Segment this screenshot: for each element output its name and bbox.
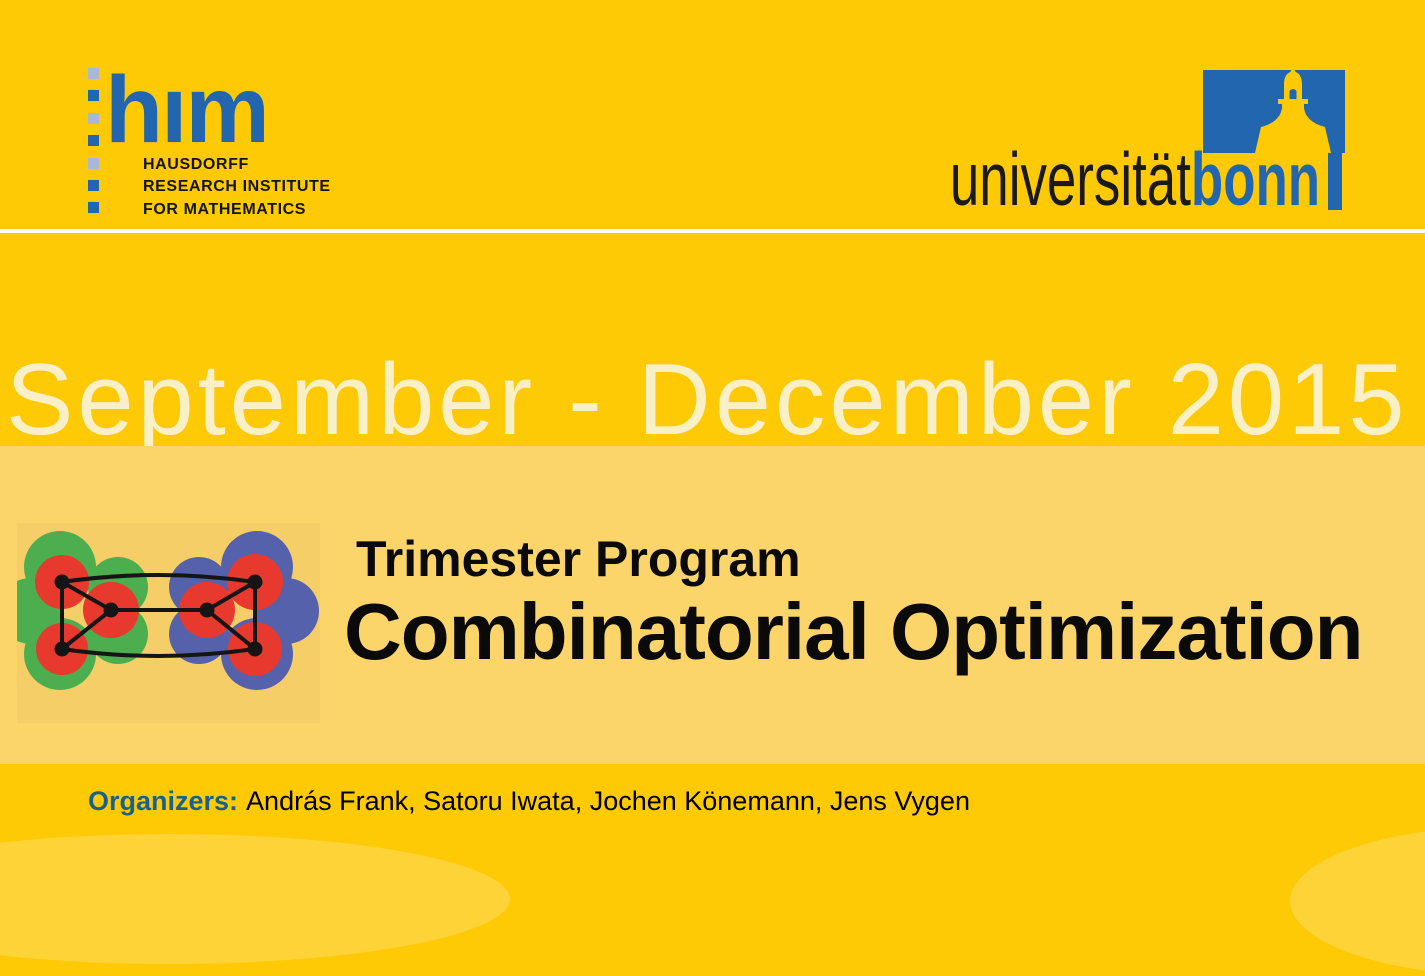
him-institute-line: FOR MATHEMATICS bbox=[143, 200, 307, 218]
him-institute-name: HAUSDORFF RESEARCH INSTITUTE FOR MATHEMA… bbox=[143, 154, 331, 221]
him-dot-icon bbox=[88, 157, 99, 169]
bottom-right-glow bbox=[1290, 826, 1425, 976]
program-kicker: Trimester Program bbox=[356, 531, 801, 587]
him-dotted-line-icon bbox=[88, 68, 99, 214]
bonn-wordmark: universitätbonn bbox=[950, 142, 1320, 217]
program-band: Trimester Program Combinatorial Optimiza… bbox=[0, 446, 1425, 764]
organizers-label: Organizers: bbox=[88, 786, 239, 816]
him-dot-icon bbox=[88, 90, 99, 102]
date-range: September - December 2015 bbox=[6, 344, 1409, 456]
him-dot-icon bbox=[88, 202, 99, 214]
him-dot-icon bbox=[88, 68, 99, 79]
him-wordmark: hım bbox=[105, 57, 270, 163]
bonn-wordmark-universitaet: universität bbox=[949, 137, 1191, 221]
him-institute-line: HAUSDORFF bbox=[143, 156, 249, 173]
organizers-names: András Frank, Satoru Iwata, Jochen Könem… bbox=[246, 786, 970, 816]
header-separator-line bbox=[0, 229, 1425, 233]
him-dot-icon bbox=[88, 135, 99, 147]
organizers-line: Organizers: András Frank, Satoru Iwata, J… bbox=[88, 785, 970, 817]
him-logo: hım HAUSDORFF RESEARCH INSTITUTE FOR MAT… bbox=[85, 62, 345, 222]
program-title: Combinatorial Optimization bbox=[344, 587, 1363, 676]
him-institute-line: RESEARCH INSTITUTE bbox=[143, 178, 331, 196]
him-dot-icon bbox=[88, 179, 99, 191]
bonn-wordmark-bonn: bonn bbox=[1190, 137, 1320, 221]
program-graph-logo-icon bbox=[17, 523, 320, 723]
poster-root: hım HAUSDORFF RESEARCH INSTITUTE FOR MAT… bbox=[0, 62, 1425, 976]
bonn-castle-tower-icon bbox=[1203, 70, 1345, 210]
him-dot-icon bbox=[88, 112, 99, 124]
